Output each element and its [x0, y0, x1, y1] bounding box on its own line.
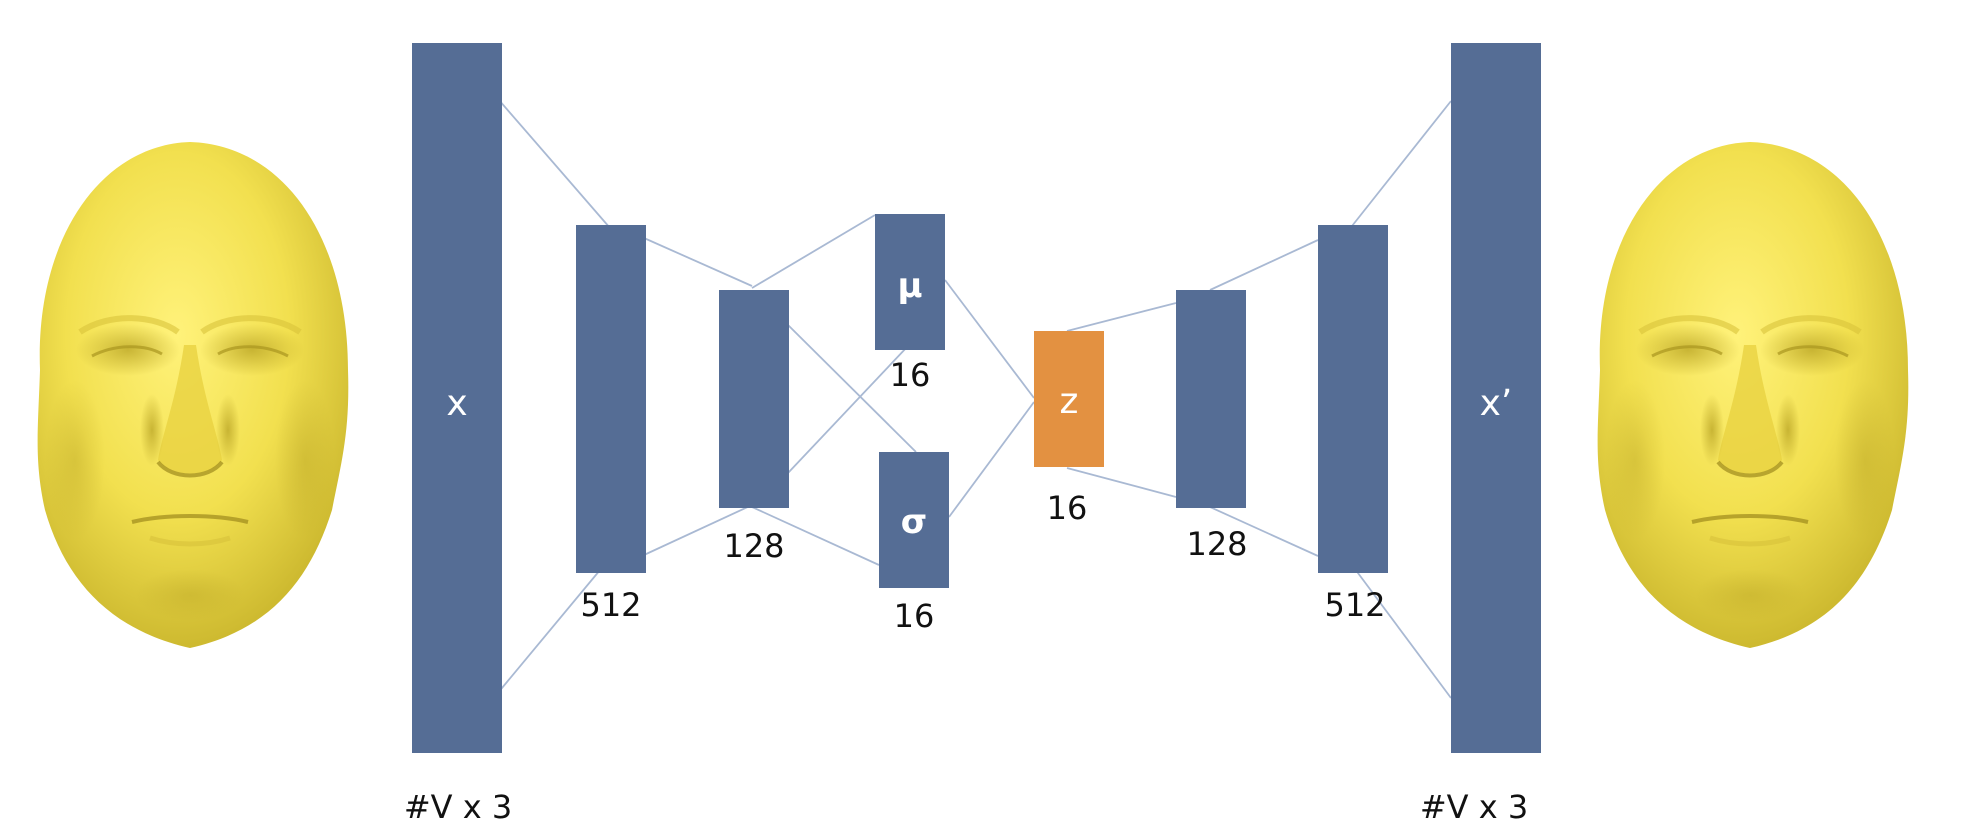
decoder-hidden-512-dim-label: 512 [1324, 586, 1385, 624]
encoder-hidden-512-dim-label: 512 [580, 586, 641, 624]
decoder-hidden-layer-512 [1318, 225, 1388, 573]
decoder-hidden-128-dim-label: 128 [1186, 525, 1247, 563]
input-face-mesh-icon [38, 142, 349, 648]
output-layer-label: x’ [1480, 383, 1513, 424]
encoder-hidden-layer-128 [719, 290, 789, 508]
encoder-hidden-128-dim-label: 128 [723, 527, 784, 565]
latent-layer-label: z [1060, 381, 1079, 422]
output-layer-x-prime [1451, 43, 1541, 753]
decoder-hidden-layer-128 [1176, 290, 1246, 508]
mu-layer [875, 214, 945, 350]
sigma-layer-label: σ [901, 502, 927, 542]
mu-layer-label: μ [897, 266, 922, 306]
input-dim-label: #V x 3 [404, 788, 512, 826]
output-face-mesh-icon [1598, 142, 1909, 648]
input-layer-label: x [446, 383, 467, 424]
latent-dim-label: 16 [1047, 489, 1088, 527]
sigma-dim-label: 16 [894, 597, 935, 635]
latent-layer-z [1034, 331, 1104, 467]
encoder-hidden-layer-512 [576, 225, 646, 573]
connection-lines [491, 91, 1452, 701]
output-dim-label: #V x 3 [1420, 788, 1528, 826]
sigma-layer [879, 452, 949, 588]
input-layer-x [412, 43, 502, 753]
mu-dim-label: 16 [890, 356, 931, 394]
